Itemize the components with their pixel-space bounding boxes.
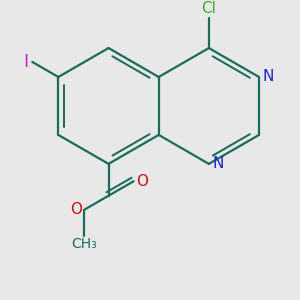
Text: N: N — [212, 156, 224, 171]
Text: I: I — [23, 53, 28, 71]
Text: Cl: Cl — [201, 1, 216, 16]
Text: O: O — [70, 202, 82, 217]
Text: O: O — [136, 174, 148, 189]
Text: CH₃: CH₃ — [72, 237, 97, 251]
Text: N: N — [262, 70, 274, 85]
